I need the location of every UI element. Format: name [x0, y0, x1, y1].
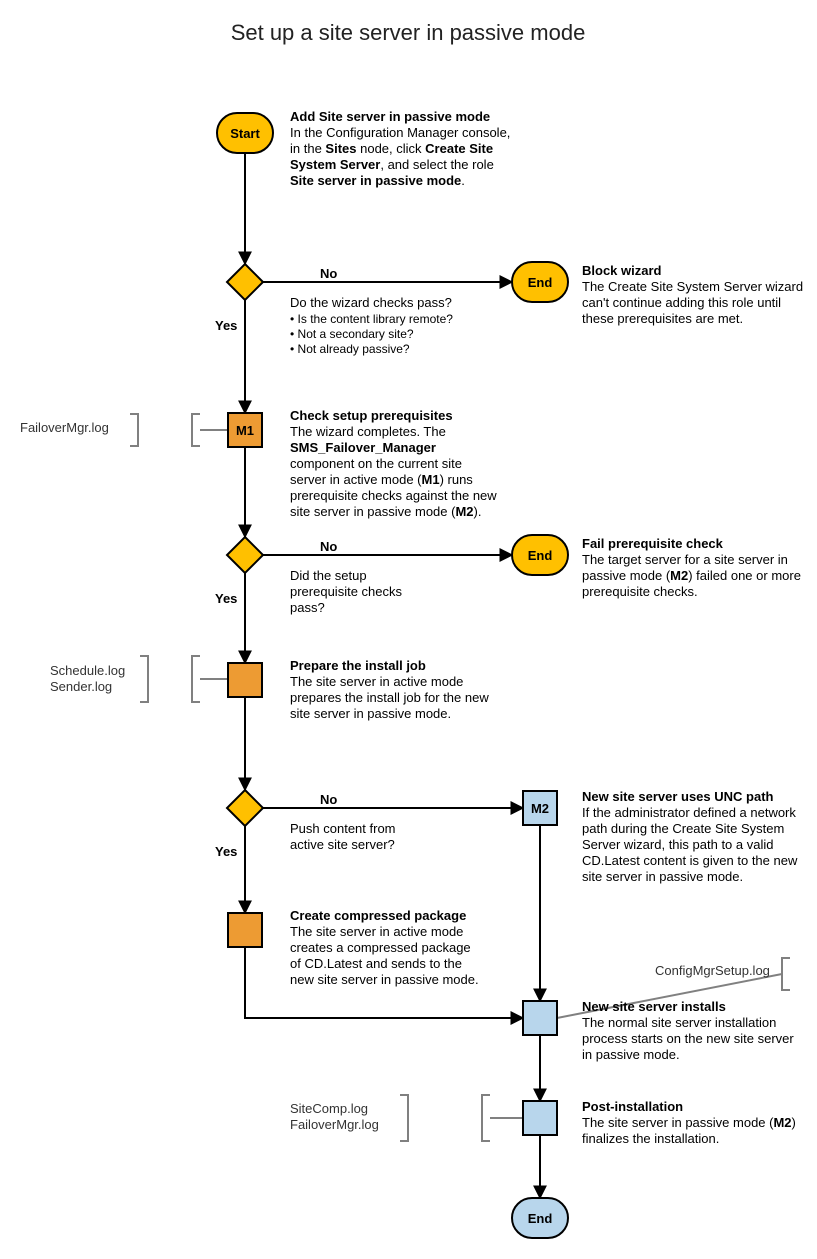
process-box	[523, 1001, 557, 1035]
desc-text: The site server in active mode	[290, 674, 463, 689]
desc-text: Site server in passive mode.	[290, 173, 465, 188]
desc-text: of CD.Latest and sends to the	[290, 956, 462, 971]
log-label: FailoverMgr.log	[290, 1117, 379, 1132]
log-bracket	[192, 414, 200, 446]
log-label: FailoverMgr.log	[20, 420, 109, 435]
desc-text: Do the wizard checks pass?	[290, 295, 452, 310]
desc-text: The target server for a site server in	[582, 552, 788, 567]
desc-text: In the Configuration Manager console,	[290, 125, 510, 140]
desc-text: site server in passive mode.	[290, 706, 451, 721]
desc-text: Server wizard, this path to a valid	[582, 837, 773, 852]
desc-text: The Create Site System Server wizard	[582, 279, 803, 294]
desc-text: • Not already passive?	[290, 342, 410, 356]
desc-text: CD.Latest content is given to the new	[582, 853, 798, 868]
decision	[227, 264, 263, 300]
process-box	[228, 913, 262, 947]
desc-text: creates a compressed package	[290, 940, 471, 955]
desc-text: finalizes the installation.	[582, 1131, 719, 1146]
log-bracket	[400, 1095, 408, 1141]
process-box	[228, 663, 262, 697]
desc-text: Post-installation	[582, 1099, 683, 1114]
desc-text: prerequisite checks against the new	[290, 488, 497, 503]
desc-text: • Not a secondary site?	[290, 327, 414, 341]
desc-text: Did the setup	[290, 568, 367, 583]
desc-text: System Server, and select the role	[290, 157, 494, 172]
desc-text: can't continue adding this role until	[582, 295, 781, 310]
desc-text: component on the current site	[290, 456, 462, 471]
log-bracket	[140, 656, 148, 702]
decision	[227, 537, 263, 573]
log-bracket	[482, 1095, 490, 1141]
desc-text: Push content from	[290, 821, 396, 836]
log-label: Sender.log	[50, 679, 112, 694]
desc-text: active site server?	[290, 837, 395, 852]
desc-text: SMS_Failover_Manager	[290, 440, 436, 455]
desc-text: The normal site server installation	[582, 1015, 776, 1030]
desc-text: Add Site server in passive mode	[290, 109, 490, 124]
desc-text: server in active mode (M1) runs	[290, 472, 473, 487]
desc-text: Create compressed package	[290, 908, 466, 923]
desc-text: in passive mode.	[582, 1047, 680, 1062]
desc-text: The site server in active mode	[290, 924, 463, 939]
desc-text: New site server installs	[582, 999, 726, 1014]
desc-text: prepares the install job for the new	[290, 690, 489, 705]
terminator-label: End	[528, 1211, 553, 1226]
page-title: Set up a site server in passive mode	[231, 20, 586, 45]
desc-text: Fail prerequisite check	[582, 536, 724, 551]
decision	[227, 790, 263, 826]
desc-text: passive mode (M2) failed one or more	[582, 568, 801, 583]
desc-text: site server in passive mode (M2).	[290, 504, 481, 519]
log-bracket	[130, 414, 138, 446]
log-bracket	[782, 958, 790, 990]
desc-text: • Is the content library remote?	[290, 312, 453, 326]
flowchart: Set up a site server in passive mode Fail…	[0, 0, 817, 1259]
box-label: M1	[236, 423, 254, 438]
desc-text: New site server uses UNC path	[582, 789, 774, 804]
desc-text: The wizard completes. The	[290, 424, 446, 439]
terminator-label: End	[528, 548, 553, 563]
desc-text: prerequisite checks	[290, 584, 402, 599]
desc-text: in the Sites node, click Create Site	[290, 141, 493, 156]
edge-label: No	[320, 266, 337, 281]
desc-text: Check setup prerequisites	[290, 408, 453, 423]
box-label: M2	[531, 801, 549, 816]
log-bracket	[192, 656, 200, 702]
desc-text: pass?	[290, 600, 325, 615]
edge-label: No	[320, 792, 337, 807]
desc-text: these prerequisites are met.	[582, 311, 743, 326]
edge-label: Yes	[215, 844, 237, 859]
log-label: Schedule.log	[50, 663, 125, 678]
desc-text: path during the Create Site System	[582, 821, 784, 836]
desc-text: prerequisite checks.	[582, 584, 698, 599]
edge-label: Yes	[215, 318, 237, 333]
desc-text: new site server in passive mode.	[290, 972, 479, 987]
desc-text: If the administrator defined a network	[582, 805, 796, 820]
process-box	[523, 1101, 557, 1135]
desc-text: Prepare the install job	[290, 658, 426, 673]
terminator-label: Start	[230, 126, 260, 141]
edge-label: Yes	[215, 591, 237, 606]
log-label: ConfigMgrSetup.log	[655, 963, 770, 978]
edge-label: No	[320, 539, 337, 554]
desc-text: process starts on the new site server	[582, 1031, 794, 1046]
desc-text: site server in passive mode.	[582, 869, 743, 884]
terminator-label: End	[528, 275, 553, 290]
log-label: SiteComp.log	[290, 1101, 368, 1116]
desc-text: The site server in passive mode (M2)	[582, 1115, 796, 1130]
desc-text: Block wizard	[582, 263, 662, 278]
